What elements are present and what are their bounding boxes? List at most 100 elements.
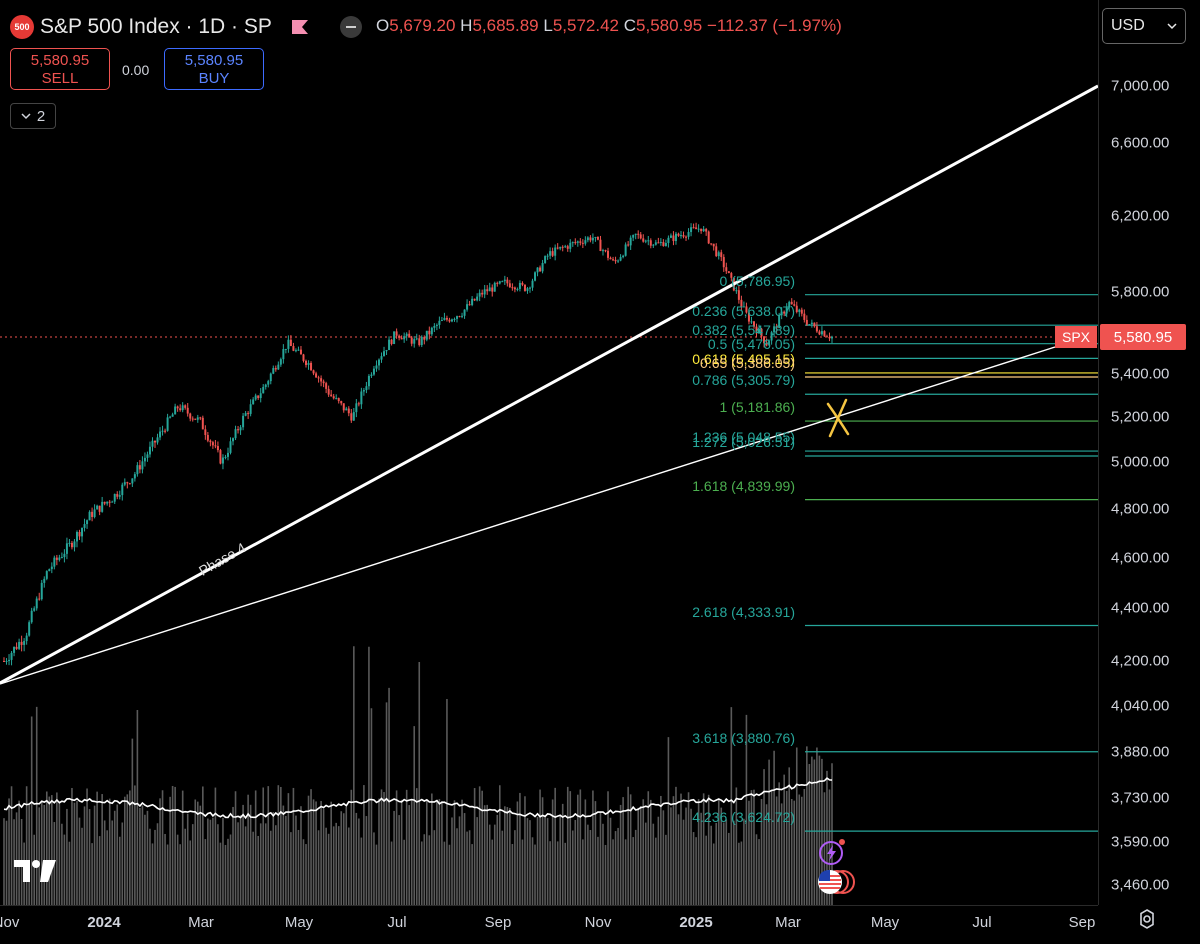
candle-body xyxy=(25,635,28,642)
candle-body xyxy=(526,288,529,291)
candle-body xyxy=(420,336,423,346)
candle-body xyxy=(204,429,207,435)
candle-body xyxy=(539,267,542,272)
candle-body xyxy=(461,315,464,317)
candle-body xyxy=(5,660,8,662)
candle-body xyxy=(385,350,388,352)
candle-body xyxy=(773,326,776,333)
candle-body xyxy=(20,641,23,645)
candle-body xyxy=(189,413,192,419)
candle-body xyxy=(232,438,235,442)
candle-body xyxy=(234,429,237,439)
price-chart[interactable] xyxy=(0,0,1098,905)
candle-body xyxy=(712,243,715,247)
price-axis[interactable]: 7,000.00 6,600.00 6,200.00 5,800.00 5,400.00… xyxy=(1098,0,1200,905)
candle-body xyxy=(747,312,750,322)
candle-body xyxy=(677,233,680,236)
market-status-icon[interactable] xyxy=(339,16,362,38)
time-tick: Mar xyxy=(775,914,801,931)
candle-body xyxy=(486,289,489,292)
candle-body xyxy=(330,394,333,397)
candle-body xyxy=(380,356,383,360)
candle-body xyxy=(8,659,11,661)
lightning-icon[interactable] xyxy=(818,838,846,866)
candle-body xyxy=(307,362,310,365)
candle-body xyxy=(400,337,403,340)
candle-body xyxy=(413,339,416,344)
candle-body xyxy=(395,331,398,336)
candle-body xyxy=(151,440,154,447)
candle-body xyxy=(664,242,667,247)
candle-body xyxy=(760,328,763,337)
flag-icon[interactable] xyxy=(291,20,308,34)
candle-body xyxy=(765,343,768,346)
indicators-toggle-button[interactable]: 2 xyxy=(10,103,56,129)
candle-body xyxy=(717,252,720,257)
candle-body xyxy=(581,242,584,244)
price-tick: 4,800.00 xyxy=(1111,500,1170,518)
candle-body xyxy=(68,542,71,544)
candle-body xyxy=(194,418,197,420)
candle-body xyxy=(221,457,224,464)
candle-body xyxy=(783,311,786,314)
candle-body xyxy=(242,415,245,428)
candle-body xyxy=(780,311,783,316)
currency-select[interactable]: USD xyxy=(1102,8,1186,44)
candle-body xyxy=(740,299,743,307)
candle-body xyxy=(450,319,453,322)
candle-body xyxy=(559,246,562,249)
candle-body xyxy=(634,233,637,235)
fib-level-label: 0 (5,786.95) xyxy=(719,272,796,289)
candle-body xyxy=(138,465,141,470)
candle-body xyxy=(591,237,594,241)
candle-body xyxy=(315,373,318,378)
symbol-title[interactable]: S&P 500 Index · 1D · SP xyxy=(40,15,272,38)
candle-body xyxy=(53,557,56,567)
buy-button[interactable]: 5,580.95 BUY xyxy=(164,48,264,90)
ohlc-readout: O5,679.20 H5,685.89 L5,572.42 C5,580.95 … xyxy=(376,16,842,35)
candle-body xyxy=(370,374,373,376)
candle-body xyxy=(725,267,728,272)
candle-body xyxy=(249,404,252,414)
time-axis[interactable]: Nov 2024 Mar May Jul Sep Nov 2025 Mar May Jul Sep xyxy=(0,905,1098,944)
candle-body xyxy=(264,384,267,387)
candle-body xyxy=(700,228,703,232)
candle-body xyxy=(473,298,476,301)
candle-body xyxy=(541,262,544,272)
candle-body xyxy=(63,553,66,558)
settings-gear-icon[interactable] xyxy=(1136,908,1158,930)
us-economic-events-icon[interactable] xyxy=(817,868,857,896)
candle-body xyxy=(191,418,194,420)
symbol-header[interactable]: 500 S&P 500 Index · 1D · SP xyxy=(10,12,362,42)
candle-body xyxy=(383,351,386,357)
candle-body xyxy=(574,242,577,244)
candle-body xyxy=(118,495,121,497)
candle-body xyxy=(488,287,491,292)
candle-body xyxy=(576,241,579,243)
sell-button[interactable]: 5,580.95 SELL xyxy=(10,48,110,90)
candle-body xyxy=(579,241,582,243)
candle-body xyxy=(133,474,136,479)
price-tick: 5,000.00 xyxy=(1111,453,1170,471)
candle-body xyxy=(23,641,26,645)
candle-body xyxy=(70,542,73,548)
candle-body xyxy=(805,319,808,325)
tradingview-logo-icon[interactable] xyxy=(14,860,56,882)
candle-body xyxy=(327,388,330,395)
candle-body xyxy=(257,395,260,399)
candle-body xyxy=(768,340,771,346)
candle-body xyxy=(121,484,124,496)
candle-body xyxy=(302,354,305,361)
candlestick-series xyxy=(3,222,833,666)
candle-body xyxy=(458,316,461,318)
candle-body xyxy=(659,242,662,244)
candle-body xyxy=(531,280,534,288)
candle-body xyxy=(214,445,217,447)
candle-body xyxy=(501,281,504,283)
candle-body xyxy=(93,509,96,517)
candle-body xyxy=(226,452,229,457)
candle-body xyxy=(65,543,68,554)
candle-body xyxy=(337,398,340,402)
candle-body xyxy=(388,339,391,351)
candle-body xyxy=(508,283,511,288)
